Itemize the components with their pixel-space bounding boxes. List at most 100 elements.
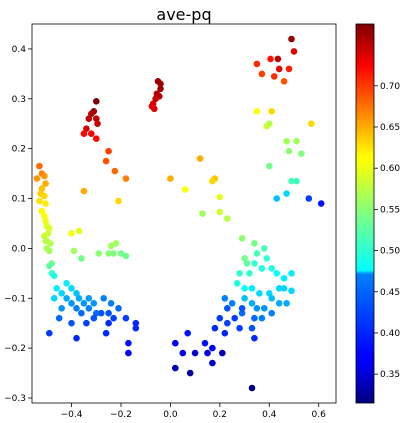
- data-point: [112, 240, 120, 247]
- plot-frame: [31, 23, 337, 404]
- y-tick-label: 0.3: [12, 95, 26, 105]
- colorbar-tick-label: 0.70: [380, 82, 400, 92]
- y-tick-label: −0.2: [4, 344, 26, 354]
- data-point: [93, 309, 100, 317]
- data-point: [241, 295, 248, 302]
- data-point: [251, 314, 258, 322]
- data-point: [317, 200, 325, 207]
- data-point: [97, 309, 105, 317]
- data-point: [58, 290, 65, 297]
- data-point: [107, 242, 115, 250]
- data-point: [238, 309, 246, 317]
- data-point: [201, 339, 209, 347]
- data-point: [199, 210, 206, 217]
- data-point: [224, 215, 231, 222]
- x-tick-label: 0.2: [213, 410, 227, 420]
- data-point: [110, 250, 117, 257]
- data-point: [238, 305, 246, 312]
- data-point: [85, 115, 93, 122]
- data-point: [93, 98, 100, 105]
- data-point: [267, 55, 274, 63]
- data-point: [184, 329, 191, 337]
- data-point: [132, 319, 140, 327]
- data-point: [285, 65, 293, 73]
- data-point: [88, 110, 95, 118]
- data-point: [268, 309, 276, 317]
- data-point: [248, 285, 256, 292]
- data-point: [288, 35, 295, 43]
- data-point: [258, 265, 266, 272]
- colorbar-tick-label: 0.45: [380, 288, 400, 298]
- data-point: [73, 334, 80, 342]
- data-point: [236, 270, 243, 277]
- data-point: [209, 344, 216, 352]
- data-point: [73, 305, 80, 312]
- colorbar-tick-label: 0.35: [380, 370, 400, 380]
- data-point: [110, 314, 117, 322]
- data-point: [268, 265, 276, 272]
- data-point: [256, 290, 263, 297]
- data-point: [288, 287, 295, 295]
- data-point: [153, 90, 161, 98]
- data-point: [251, 334, 258, 342]
- data-point: [216, 193, 224, 201]
- x-tick-label: −0.4: [61, 410, 83, 420]
- y-tick-label: 0.4: [12, 45, 27, 55]
- data-point: [181, 186, 189, 193]
- data-point: [243, 260, 251, 267]
- data-point: [172, 364, 179, 372]
- data-point: [268, 108, 276, 115]
- data-point: [33, 175, 41, 182]
- data-point: [132, 324, 140, 332]
- data-point: [216, 314, 224, 322]
- data-point: [186, 369, 194, 377]
- data-point: [209, 359, 216, 367]
- data-point: [80, 187, 88, 195]
- data-point: [273, 195, 281, 202]
- data-point: [94, 120, 101, 127]
- chart-title: ave-pq: [156, 5, 211, 24]
- data-point: [293, 177, 300, 185]
- colorbar-gradient: [355, 23, 375, 404]
- data-point: [90, 314, 98, 322]
- data-point: [288, 177, 295, 185]
- data-point: [105, 319, 112, 327]
- data-point: [47, 240, 54, 247]
- data-point: [100, 295, 107, 302]
- colorbar: 0.35 0.40 0.45 0.50 0.55 0.60 0.65 0.70: [355, 23, 400, 404]
- data-point: [241, 255, 248, 262]
- x-tick-label: −0.2: [110, 410, 132, 420]
- data-point: [50, 272, 58, 280]
- data-point: [122, 314, 130, 322]
- data-point: [80, 300, 88, 307]
- data-point: [36, 197, 43, 205]
- data-point: [38, 207, 46, 215]
- data-point: [283, 137, 290, 145]
- y-tick-label: 0.0: [12, 244, 27, 254]
- data-point: [42, 217, 49, 225]
- data-point: [50, 295, 58, 302]
- data-point: [224, 319, 231, 327]
- data-point: [211, 324, 219, 332]
- data-point: [46, 329, 53, 337]
- data-point: [258, 314, 266, 322]
- data-point: [105, 147, 112, 155]
- colorbar-tick-label: 0.40: [380, 329, 400, 339]
- data-point: [270, 73, 278, 80]
- data-point: [68, 300, 75, 307]
- data-point: [80, 130, 88, 137]
- data-point: [38, 185, 46, 192]
- data-point: [111, 167, 119, 175]
- data-point: [221, 329, 229, 337]
- data-point: [115, 305, 122, 312]
- data-point: [85, 305, 93, 312]
- data-point: [280, 275, 288, 282]
- data-point: [83, 125, 90, 132]
- data-point: [221, 295, 229, 302]
- data-point: [75, 295, 83, 302]
- data-point: [90, 300, 98, 307]
- data-point: [167, 175, 174, 182]
- data-point: [105, 250, 112, 257]
- data-point: [236, 324, 243, 332]
